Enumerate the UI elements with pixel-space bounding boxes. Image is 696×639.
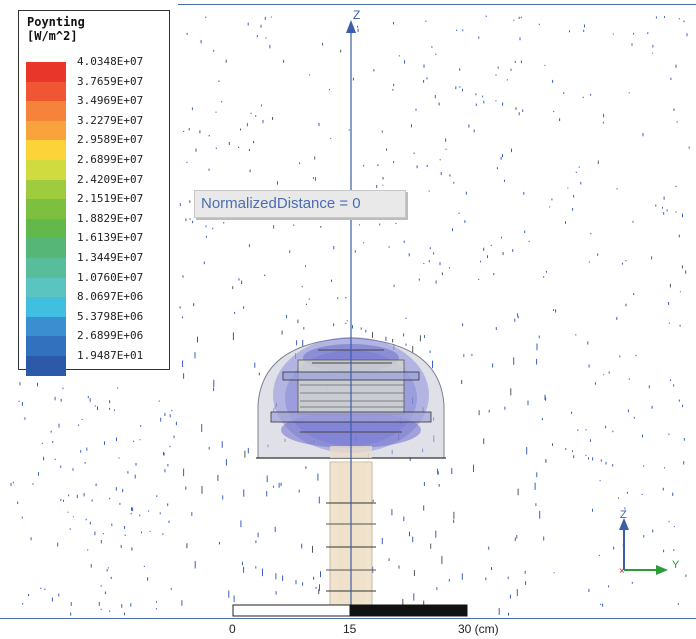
legend-swatch <box>26 316 66 337</box>
legend-value: 1.9487E+01 <box>77 349 144 362</box>
legend-value: 3.4969E+07 <box>77 94 144 108</box>
scale-label-30: 30 (cm) <box>458 622 499 636</box>
z-axis-label: Z <box>353 8 360 22</box>
top-frame-line <box>178 4 696 5</box>
legend-value: 2.1519E+07 <box>77 192 144 206</box>
legend-value: 2.9589E+07 <box>77 133 144 147</box>
scale-bar <box>232 604 468 617</box>
legend-value: 3.7659E+07 <box>77 74 144 88</box>
legend-value: 1.8829E+07 <box>77 211 144 225</box>
legend-swatch <box>26 258 66 278</box>
legend-swatch <box>26 356 66 376</box>
legend-swatch <box>26 297 66 317</box>
poynting-legend: Poynting [W/m^2] 4.0348E+07 3.7659E+07 3.4… <box>18 10 170 376</box>
triad-y-label: Y <box>672 559 680 571</box>
legend-swatch <box>26 199 66 219</box>
legend-value: 5.3798E+06 <box>77 309 144 323</box>
scale-label-0: 0 <box>229 622 236 636</box>
legend-value: 1.0760E+07 <box>77 270 144 284</box>
legend-swatch <box>26 277 66 298</box>
legend-swatch <box>26 160 66 180</box>
legend-swatch <box>26 179 66 200</box>
z-axis-arrowhead <box>346 20 356 33</box>
legend-swatch <box>26 120 66 141</box>
legend-value: 2.4209E+07 <box>77 172 144 186</box>
legend-value: 3.2279E+07 <box>77 113 144 127</box>
legend-value: 4.0348E+07 <box>77 55 144 68</box>
axis-triad: Z Y × <box>619 509 680 577</box>
legend-swatch <box>26 101 66 121</box>
scale-label-15: 15 <box>343 622 357 636</box>
legend-swatch <box>26 238 66 258</box>
legend-swatch <box>26 140 66 160</box>
legend-swatch <box>26 81 66 102</box>
legend-value: 1.6139E+07 <box>77 231 144 245</box>
legend-swatch <box>26 62 66 82</box>
legend-value: 2.6899E+06 <box>77 329 144 343</box>
legend-swatch <box>26 336 66 356</box>
legend-swatch <box>26 218 66 239</box>
legend-value: 2.6899E+07 <box>77 153 144 166</box>
vector-field-arrows <box>10 15 690 616</box>
legend-units: [W/m^2] <box>27 29 78 43</box>
legend-value: 1.3449E+07 <box>77 251 144 264</box>
triad-z-label: Z <box>620 509 627 521</box>
normalized-distance-label[interactable]: NormalizedDistance = 0 <box>194 190 406 218</box>
triad-x-mark: × <box>619 566 625 577</box>
bottom-frame-line <box>0 618 696 619</box>
legend-title: Poynting <box>27 15 85 29</box>
legend-value: 8.0697E+06 <box>77 290 144 304</box>
